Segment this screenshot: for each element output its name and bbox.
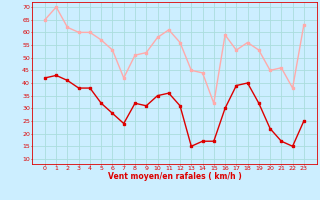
X-axis label: Vent moyen/en rafales ( km/h ): Vent moyen/en rafales ( km/h ) xyxy=(108,172,241,181)
